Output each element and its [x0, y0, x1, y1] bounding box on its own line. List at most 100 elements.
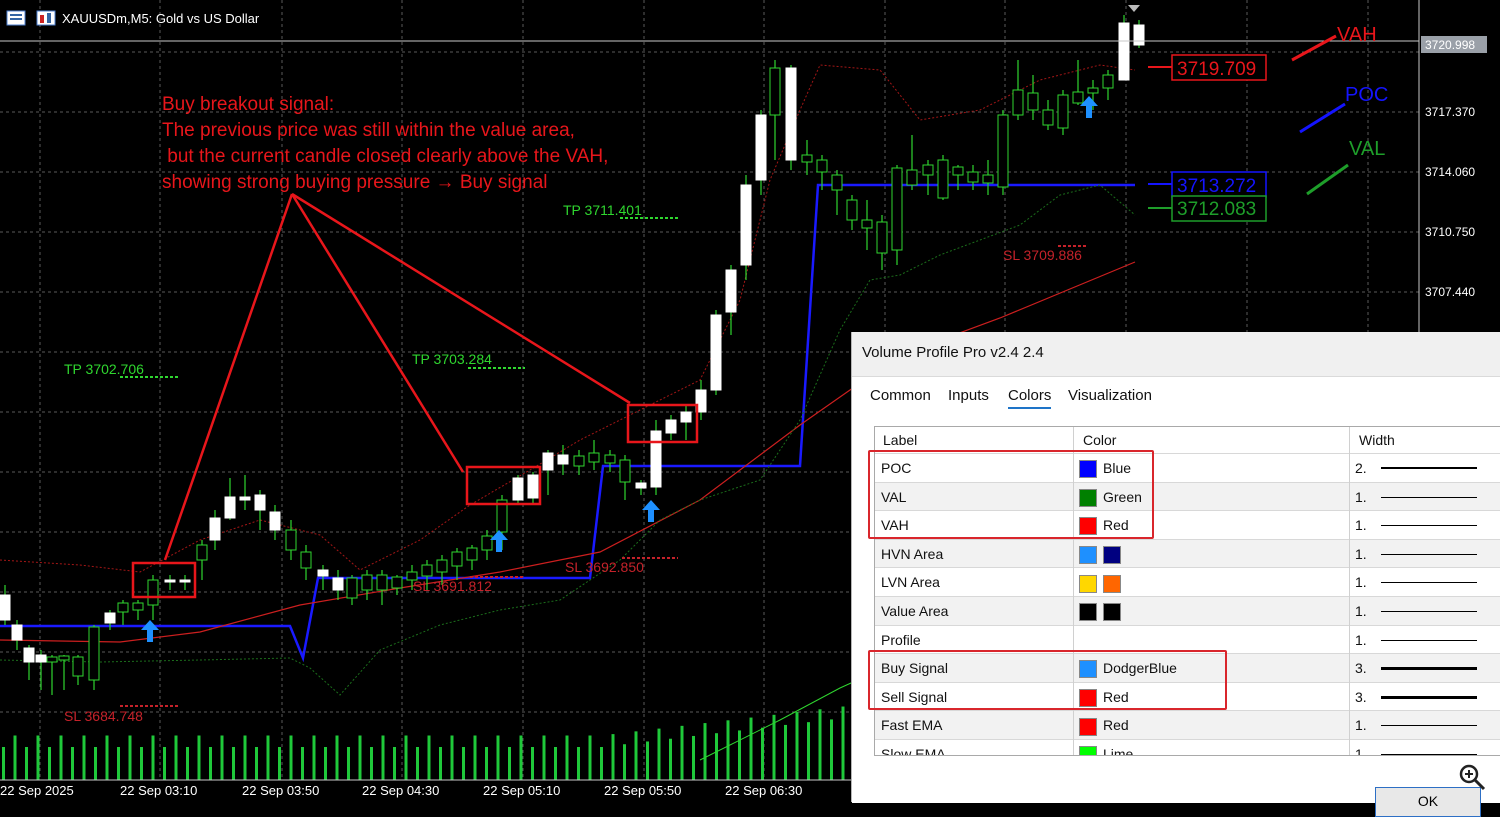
color-row-hvn-area[interactable]: HVN Area 1.	[875, 538, 1500, 568]
tp-label: TP 3711.401	[563, 202, 642, 218]
row-width[interactable]: 1.	[1355, 597, 1500, 625]
color-row-value-area[interactable]: Value Area 1.	[875, 596, 1500, 625]
row-label: Slow EMA	[881, 746, 946, 756]
zoom-icon[interactable]	[1457, 762, 1487, 792]
color-swatch[interactable]	[1079, 488, 1097, 507]
width-value: 1.	[1355, 517, 1367, 534]
candle	[1087, 87, 1099, 94]
color-swatch[interactable]	[1079, 689, 1097, 708]
color-swatch[interactable]	[1079, 746, 1097, 755]
color-name: Red	[1103, 517, 1129, 534]
color-row-vah[interactable]: VAH Red 1.	[875, 510, 1500, 539]
row-width[interactable]: 3.	[1355, 654, 1500, 682]
row-width[interactable]: 1.	[1355, 711, 1500, 739]
row-width[interactable]: 1.	[1355, 740, 1500, 755]
row-width[interactable]: 1.	[1355, 626, 1500, 654]
width-value: 3.	[1355, 660, 1367, 677]
row-color[interactable]: Red	[1079, 711, 1129, 739]
candle	[785, 67, 797, 161]
poc-legend-label: POC	[1345, 84, 1388, 106]
row-color[interactable]	[1079, 568, 1127, 596]
candle	[557, 454, 569, 465]
row-width[interactable]: 1.	[1355, 511, 1500, 539]
vah-legend-label: VAH	[1337, 24, 1377, 46]
color-row-lvn-area[interactable]: LVN Area 1.	[875, 567, 1500, 596]
candle	[906, 169, 918, 186]
candle	[937, 159, 949, 199]
tab-visualization[interactable]: Visualization	[1068, 387, 1152, 404]
color-row-buy-signal[interactable]: Buy Signal DodgerBlue 3.	[875, 653, 1500, 683]
color-swatch[interactable]	[1079, 574, 1097, 593]
line-width-preview	[1381, 553, 1477, 555]
candle	[88, 626, 100, 681]
row-color[interactable]: Red	[1079, 511, 1129, 539]
val-value: 3712.083	[1177, 199, 1256, 220]
color-row-fast-ema[interactable]: Fast EMA Red 1.	[875, 710, 1500, 740]
candle	[317, 569, 329, 577]
row-color[interactable]: DodgerBlue	[1079, 654, 1177, 682]
row-width[interactable]: 1.	[1355, 540, 1500, 568]
row-width[interactable]: 3.	[1355, 683, 1500, 711]
candle	[816, 159, 828, 173]
poc-value-box	[1171, 171, 1267, 198]
row-color[interactable]: Blue	[1079, 454, 1131, 482]
color-swatch[interactable]	[1103, 603, 1121, 622]
candle	[11, 624, 23, 641]
color-row-slow-ema[interactable]: Slow EMA Lime 1.	[875, 739, 1500, 756]
tab-common[interactable]: Common	[870, 387, 931, 404]
candle	[1012, 89, 1024, 116]
row-color[interactable]: Red	[1079, 683, 1129, 711]
candle	[542, 452, 554, 471]
candle	[891, 167, 903, 251]
color-row-profile[interactable]: Profile 1.	[875, 624, 1500, 654]
color-row-poc[interactable]: POC Blue 2.	[875, 453, 1500, 482]
row-color[interactable]: Lime	[1079, 740, 1133, 755]
color-row-sell-signal[interactable]: Sell Signal Red 3.	[875, 681, 1500, 711]
row-color[interactable]: Green	[1079, 483, 1142, 511]
column-header-width: Width	[1359, 427, 1395, 453]
tab-colors[interactable]: Colors	[1008, 387, 1052, 409]
color-name: Red	[1103, 688, 1129, 705]
candle	[740, 184, 752, 266]
line-width-preview	[1381, 496, 1477, 498]
candle	[769, 67, 781, 116]
color-name: Green	[1103, 488, 1142, 505]
row-color[interactable]	[1079, 540, 1127, 568]
annotation-line-1: Buy breakout signal:	[162, 94, 334, 115]
shift-marker-icon[interactable]	[1128, 5, 1140, 12]
width-value: 1.	[1355, 545, 1367, 562]
color-swatch[interactable]	[1079, 660, 1097, 679]
time-tick-label: 22 Sep 05:10	[483, 783, 560, 798]
candle	[1072, 91, 1084, 104]
row-width[interactable]: 2.	[1355, 454, 1500, 482]
indicator-settings-dialog[interactable]: Volume Profile Pro v2.4 2.4 Common Input…	[851, 332, 1500, 817]
symbol-title-bar: XAUUSDm,M5: Gold vs US Dollar	[6, 10, 260, 26]
candle	[635, 482, 647, 489]
candle	[619, 459, 631, 483]
color-swatch[interactable]	[1103, 574, 1121, 593]
color-swatch[interactable]	[1079, 460, 1097, 479]
level-tags: 3719.709 3713.272 3712.083 VAH POC VAL	[1148, 24, 1388, 222]
candle	[179, 579, 191, 583]
candle	[952, 166, 964, 176]
color-swatch[interactable]	[1079, 517, 1097, 536]
color-row-val[interactable]: VAL Green 1.	[875, 481, 1500, 511]
color-swatch[interactable]	[1079, 717, 1097, 736]
time-tick-label: 22 Sep 04:30	[362, 783, 439, 798]
color-swatch[interactable]	[1079, 603, 1097, 622]
candle	[164, 579, 176, 583]
row-label: Value Area	[881, 603, 949, 619]
color-swatch[interactable]	[1103, 546, 1121, 565]
color-swatch[interactable]	[1079, 546, 1097, 565]
pointer-line-3	[291, 192, 631, 405]
line-width-preview	[1381, 725, 1477, 727]
row-width[interactable]: 1.	[1355, 568, 1500, 596]
tab-inputs[interactable]: Inputs	[948, 387, 989, 404]
row-width[interactable]: 1.	[1355, 483, 1500, 511]
sl-label: SL 3692.850	[565, 559, 644, 575]
row-label: Fast EMA	[881, 717, 943, 734]
chart-properties-icon[interactable]	[36, 10, 56, 26]
line-width-preview	[1381, 467, 1477, 469]
candle	[846, 199, 858, 221]
row-color[interactable]	[1079, 597, 1127, 625]
